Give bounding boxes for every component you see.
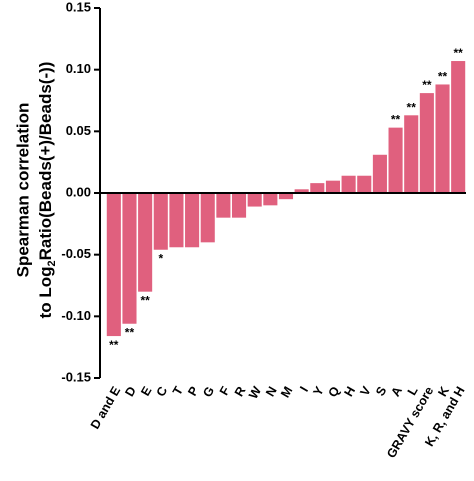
significance-marker: ** (125, 326, 135, 340)
bar (310, 183, 325, 193)
bar (216, 193, 231, 218)
x-tick-label: Q (325, 384, 342, 400)
y-tick-label: -0.10 (61, 308, 91, 323)
significance-marker: ** (109, 338, 119, 352)
y-tick-label: 0.15 (66, 0, 91, 14)
bar (372, 154, 387, 193)
bar (341, 175, 356, 193)
x-tick-label: P (185, 384, 201, 398)
x-tick-label: D and E (88, 384, 123, 431)
bar (294, 189, 309, 193)
x-tick-label: C (154, 384, 171, 399)
y-axis-label: Spearman correlation (13, 103, 32, 278)
x-tick-label: GRAVY score (384, 384, 436, 460)
bar (404, 115, 419, 193)
bar (419, 93, 434, 193)
x-tick-label: H (341, 384, 358, 399)
x-tick-label: Y (310, 384, 327, 399)
y-tick-label: 0.05 (66, 123, 91, 138)
x-tick-label: R (232, 384, 249, 399)
bar (122, 193, 137, 324)
y-tick-label: 0.10 (66, 61, 91, 76)
bar (357, 175, 372, 193)
bar (388, 127, 403, 193)
bar (263, 193, 278, 206)
significance-marker: ** (407, 100, 417, 114)
y-axis-label-part: to Log (36, 267, 55, 319)
significance-marker: ** (391, 113, 401, 127)
x-tick-label: N (263, 384, 280, 399)
x-tick-label: I (297, 384, 311, 394)
bar (200, 193, 215, 243)
y-tick-label: -0.15 (61, 369, 91, 384)
x-tick-label: M (278, 384, 295, 400)
bar (325, 180, 340, 193)
bar (153, 193, 168, 250)
x-tick-label: V (357, 384, 374, 399)
bar (451, 61, 466, 194)
bar (435, 84, 450, 193)
bar (138, 193, 153, 292)
x-tick-label: E (138, 384, 154, 398)
bar (185, 193, 200, 248)
x-tick-label: W (246, 384, 264, 401)
bar (247, 193, 262, 207)
x-tick-label: G (200, 384, 217, 399)
bar (278, 193, 294, 200)
x-tick-label: F (217, 384, 233, 398)
significance-marker: ** (140, 294, 150, 308)
y-axis-label-part: Ratio(Beads(+)/Beads(-)) (36, 62, 55, 261)
bar (232, 193, 247, 218)
significance-marker: ** (422, 78, 432, 92)
significance-marker: ** (454, 46, 464, 60)
x-tick-label: A (388, 384, 405, 399)
significance-marker: ** (438, 69, 448, 83)
bar (106, 193, 121, 337)
x-tick-label: S (373, 384, 389, 398)
y-axis-label-subscript: 2 (46, 260, 58, 266)
y-axis-label: to Log2Ratio(Beads(+)/Beads(-)) (36, 62, 57, 319)
y-tick-label: 0.00 (66, 184, 91, 199)
bar (169, 193, 184, 248)
x-tick-label: D (122, 384, 139, 399)
significance-marker: * (158, 252, 163, 266)
x-tick-label: T (170, 384, 186, 398)
y-tick-label: -0.05 (61, 246, 91, 261)
